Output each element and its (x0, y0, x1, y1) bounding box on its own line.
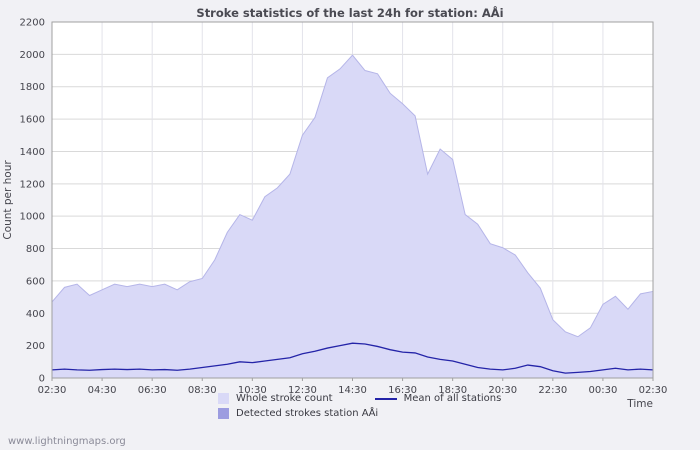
svg-text:16:30: 16:30 (388, 385, 417, 396)
chart-title: Stroke statistics of the last 24h for st… (196, 6, 504, 20)
legend-item-whole-stroke-count: Whole stroke count (218, 393, 333, 404)
legend-label-whole: Whole stroke count (236, 393, 333, 404)
svg-text:800: 800 (26, 244, 45, 255)
svg-text:12:30: 12:30 (288, 385, 317, 396)
svg-text:14:30: 14:30 (338, 385, 367, 396)
legend-row: Detected strokes station AÅi (218, 408, 501, 419)
mean-line-swatch-icon (374, 397, 397, 400)
legend-row: Whole stroke count Mean of all stations (218, 393, 501, 404)
svg-text:600: 600 (26, 276, 45, 287)
svg-text:10:30: 10:30 (238, 385, 267, 396)
svg-text:1200: 1200 (20, 179, 45, 190)
svg-text:18:30: 18:30 (438, 385, 467, 396)
svg-text:2200: 2200 (20, 18, 45, 29)
svg-text:200: 200 (26, 341, 45, 352)
svg-text:1000: 1000 (20, 212, 45, 223)
svg-text:0: 0 (39, 374, 45, 385)
svg-text:1800: 1800 (20, 82, 45, 93)
whole-stroke-swatch-icon (218, 393, 229, 404)
svg-text:02:30: 02:30 (38, 385, 67, 396)
svg-text:1400: 1400 (20, 147, 45, 158)
svg-text:04:30: 04:30 (88, 385, 117, 396)
detected-strokes-swatch-icon (218, 408, 229, 419)
svg-text:400: 400 (26, 309, 45, 320)
legend-label-mean: Mean of all stations (403, 393, 502, 404)
svg-text:06:30: 06:30 (138, 385, 167, 396)
legend-item-mean-of-all-stations: Mean of all stations (374, 393, 502, 404)
svg-text:02:30: 02:30 (639, 385, 668, 396)
legend-item-detected-strokes: Detected strokes station AÅi (218, 408, 378, 419)
svg-text:00:30: 00:30 (589, 385, 618, 396)
chart-legend: Whole stroke count Mean of all stations … (218, 393, 501, 419)
svg-text:2000: 2000 (20, 50, 45, 61)
svg-text:08:30: 08:30 (188, 385, 217, 396)
svg-text:1600: 1600 (20, 115, 45, 126)
svg-text:22:30: 22:30 (538, 385, 567, 396)
legend-label-detected: Detected strokes station AÅi (236, 408, 379, 419)
svg-text:Count per hour: Count per hour (2, 160, 14, 240)
footer-site-link[interactable]: www.lightningmaps.org (8, 436, 126, 447)
svg-text:Time: Time (626, 398, 653, 410)
svg-text:20:30: 20:30 (488, 385, 517, 396)
